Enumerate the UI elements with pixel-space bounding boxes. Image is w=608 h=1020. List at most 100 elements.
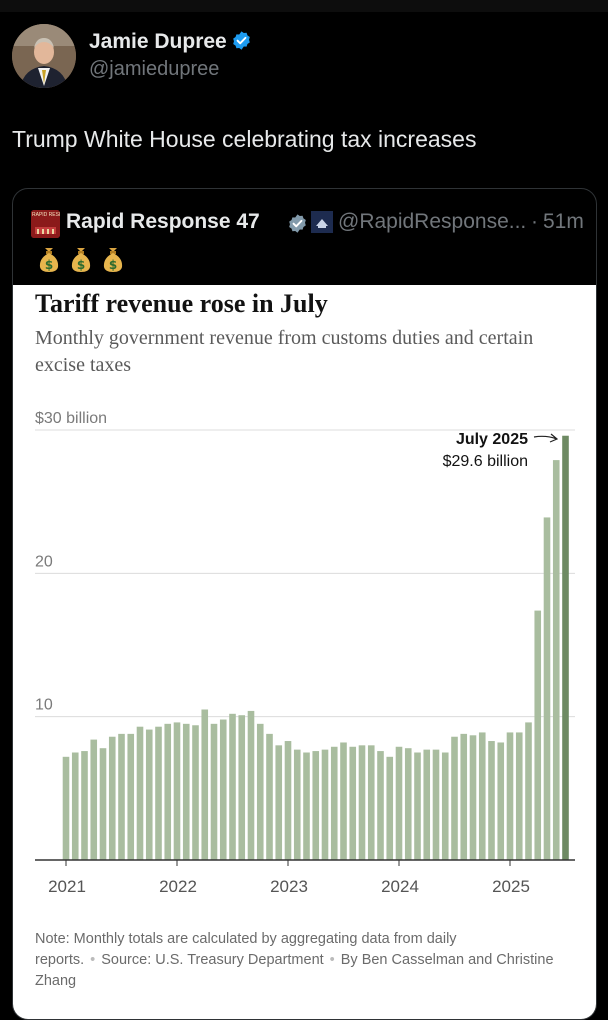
quoted-tweet-card[interactable]: RAPID RESPONSE Rapid Response 47 @RapidR… — [12, 188, 597, 1020]
bar-may-2021 — [99, 748, 107, 860]
dot-separator: • — [90, 952, 96, 968]
svg-text:$: $ — [77, 258, 85, 272]
bar-oct-2022 — [256, 723, 264, 860]
bar-feb-2022 — [182, 723, 190, 860]
bar-jul-2021 — [118, 733, 125, 860]
bar-sep-2024 — [469, 735, 477, 860]
money-bag-icon: $ — [69, 245, 93, 278]
y-tick-label: 10 — [35, 697, 53, 714]
bar-jan-2022 — [173, 722, 181, 860]
bar-may-2022 — [210, 723, 218, 860]
bar-jul-2022 — [229, 713, 236, 860]
bar-dec-2022 — [275, 745, 283, 860]
x-tick-label: 2022 — [159, 877, 197, 896]
annotation-arrow-icon — [533, 433, 559, 443]
tariff-revenue-chart-image[interactable]: Tariff revenue rose in July Monthly gove… — [13, 285, 596, 1019]
bar-may-2023 — [321, 749, 329, 860]
bar-sep-2021 — [136, 726, 144, 860]
chart-footnote: Note: Monthly totals are calculated by a… — [35, 929, 555, 992]
bar-aug-2024 — [460, 733, 468, 860]
bar-may-2024 — [432, 749, 440, 860]
bar-feb-2023 — [293, 749, 301, 860]
x-tick-label: 2025 — [492, 877, 530, 896]
bar-dec-2021 — [164, 723, 172, 860]
chart-source: Source: U.S. Treasury Department — [101, 952, 324, 968]
quoted-author-handle[interactable]: @RapidResponse... — [338, 210, 527, 233]
bar-mar-2023 — [303, 752, 310, 860]
svg-text:$: $ — [109, 258, 117, 272]
chart-title: Tariff revenue rose in July — [35, 289, 328, 318]
bar-nov-2024 — [488, 741, 495, 860]
svg-text:$: $ — [45, 258, 53, 272]
top-bar — [0, 0, 608, 12]
annotation-label: July 2025 — [456, 431, 528, 448]
separator-dot: · — [531, 210, 538, 233]
bar-jan-2025 — [506, 732, 514, 860]
chart-note: Note: Monthly totals are calculated by a… — [35, 931, 457, 968]
bar-mar-2024 — [414, 752, 421, 860]
bar-jun-2024 — [441, 752, 449, 860]
author-name-text: Jamie Dupree — [89, 30, 227, 53]
bar-nov-2021 — [155, 726, 162, 860]
verified-badge-icon — [231, 30, 252, 57]
bar-aug-2021 — [127, 733, 135, 860]
gray-verified-badge-icon — [287, 213, 308, 239]
bar-jun-2022 — [219, 719, 227, 860]
money-bag-emojis: $ $ $ — [37, 245, 133, 275]
bar-jun-2023 — [330, 746, 338, 860]
money-bag-icon: $ — [101, 245, 125, 278]
bar-nov-2023 — [377, 751, 384, 860]
bar-aug-2022 — [238, 715, 246, 860]
white-house-affiliate-icon[interactable] — [311, 211, 333, 233]
bar-feb-2024 — [404, 748, 412, 860]
x-tick-label: 2024 — [381, 877, 419, 896]
quoted-tweet-header: RAPID RESPONSE Rapid Response 47 @RapidR… — [31, 209, 591, 239]
author-name[interactable]: Jamie Dupree — [89, 30, 252, 57]
bar-jun-2025 — [552, 460, 560, 860]
bar-dec-2024 — [497, 742, 505, 860]
bar-may-2025 — [543, 517, 551, 860]
author-handle[interactable]: @jamiedupree — [89, 58, 220, 80]
bar-chart: 10 20 $30 billion 2021 2022 2023 2024 2025 Jul… — [35, 410, 575, 896]
bar-aug-2023 — [349, 746, 357, 860]
bar-jul-2025 — [562, 435, 569, 860]
x-tick-label: 2023 — [270, 877, 308, 896]
quoted-author-name[interactable]: Rapid Response 47 — [66, 210, 260, 233]
tweet-header: Jamie Dupree @jamiedupree — [12, 24, 592, 90]
money-bag-icon: $ — [37, 245, 61, 278]
bar-apr-2023 — [312, 751, 320, 860]
bar-mar-2025 — [525, 722, 532, 860]
x-tick-label: 2021 — [48, 877, 86, 896]
dot-separator: • — [329, 952, 335, 968]
bar-apr-2021 — [90, 739, 98, 860]
bar-mar-2021 — [81, 751, 88, 860]
tweet-text: Trump White House celebrating tax increa… — [12, 126, 477, 152]
bar-jan-2023 — [284, 741, 292, 860]
bar-oct-2024 — [478, 732, 486, 860]
y-tick-label: $30 billion — [35, 410, 107, 427]
bar-jul-2024 — [451, 736, 458, 860]
bar-nov-2022 — [266, 733, 273, 860]
bar-apr-2022 — [201, 709, 209, 860]
bar-apr-2024 — [423, 749, 431, 860]
author-avatar[interactable] — [12, 24, 76, 88]
bar-sep-2023 — [358, 745, 366, 860]
y-tick-label: 20 — [35, 553, 53, 570]
bar-jul-2023 — [340, 742, 347, 860]
rapid-response-logo[interactable]: RAPID RESPONSE — [31, 210, 60, 238]
chart-byline: By Ben Casselman and Christine Zhang — [35, 952, 554, 989]
bar-jun-2021 — [108, 736, 116, 860]
logo-text: RAPID RESPONSE — [32, 212, 60, 218]
bar-feb-2021 — [71, 752, 79, 860]
bar-feb-2025 — [515, 732, 523, 860]
bar-dec-2023 — [386, 756, 394, 860]
chart-subtitle: Monthly government revenue from customs … — [35, 327, 534, 376]
bar-sep-2022 — [247, 710, 255, 860]
quoted-timestamp[interactable]: 51m — [543, 210, 584, 233]
bar-apr-2025 — [534, 610, 542, 860]
bar-jan-2024 — [395, 746, 403, 860]
annotation-value: $29.6 billion — [443, 453, 528, 470]
bar-mar-2022 — [192, 725, 199, 860]
bar-jan-2021 — [62, 756, 70, 860]
bar-oct-2023 — [367, 745, 375, 860]
